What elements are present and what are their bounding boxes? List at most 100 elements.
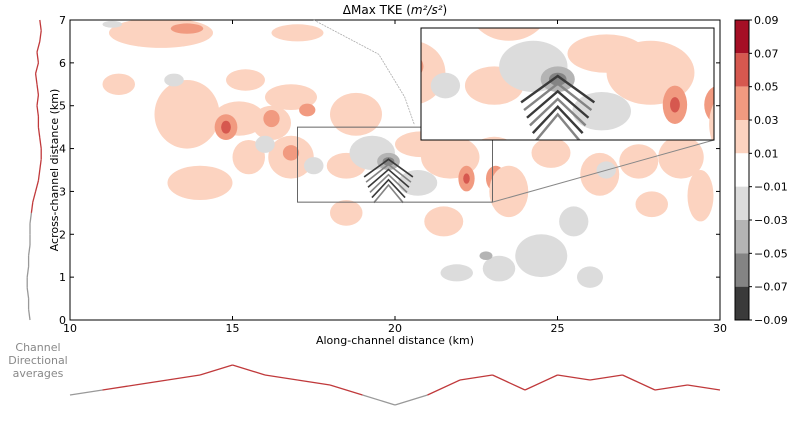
inset-chevron-arm (534, 112, 581, 140)
main-blob (109, 20, 213, 48)
along-average-segment (102, 384, 136, 391)
y-tick-label: 5 (59, 100, 66, 113)
colorbar-label: −0.03 (754, 214, 788, 227)
main-chevron-arm (367, 168, 410, 188)
along-average-segment (459, 374, 493, 381)
main-blob (489, 165, 529, 218)
y-tick-label: 0 (59, 314, 66, 327)
averages-caption: Channel Directional averages (2, 341, 74, 380)
colorbar-swatch (735, 86, 749, 120)
across-average-segment (37, 169, 41, 181)
main-chevron-arm (371, 178, 406, 199)
across-average-segment (29, 212, 33, 224)
across-average-segment (34, 180, 40, 192)
across-average-segment (27, 309, 31, 321)
main-blob (167, 165, 233, 200)
along-average-segment (264, 374, 298, 381)
main-blob (531, 137, 571, 168)
x-tick-label: 20 (388, 322, 402, 335)
y-tick-label: 4 (59, 143, 66, 156)
main-blob (221, 120, 231, 134)
chart-title: ΔMax TKE (m²/s²) (343, 3, 447, 17)
caption-line-2: Directional (8, 354, 68, 367)
main-blob (635, 191, 668, 218)
along-average-segment (687, 384, 721, 391)
main-blob (687, 170, 714, 222)
main-blob (482, 255, 516, 282)
main-blob (164, 73, 184, 87)
main-blob (265, 84, 317, 111)
along-average-segment (492, 374, 526, 391)
colorbar-label: −0.09 (754, 314, 788, 327)
along-average-segment (199, 364, 233, 376)
inset-zoom (420, 27, 715, 141)
inset-field (421, 28, 714, 140)
along-average-segment (524, 374, 558, 391)
across-average-segment (37, 127, 41, 138)
main-blob (282, 145, 300, 161)
across-average-segment (30, 202, 34, 213)
along-average-segment (69, 389, 103, 396)
colorbar-label: 0.07 (754, 47, 779, 60)
main-blob (102, 20, 122, 28)
along-average-segment (362, 394, 396, 406)
caption-line-1: Channel (15, 341, 61, 354)
main-blob (559, 206, 589, 237)
along-average-segment (134, 379, 168, 386)
along-average-segment (329, 384, 363, 396)
main-chevron-arm (365, 163, 412, 183)
main-blob (424, 206, 464, 237)
inset-blob (670, 97, 680, 113)
colorbar-swatch (735, 53, 749, 87)
main-blob (255, 135, 275, 153)
x-tick-label: 25 (551, 322, 565, 335)
caption-line-3: averages (12, 367, 64, 380)
across-average-segment (27, 244, 31, 256)
x-axis-label: Along-channel distance (km) (316, 334, 474, 347)
main-blob (463, 173, 470, 184)
colorbar-label: 0.01 (754, 147, 779, 160)
along-average-segment (167, 374, 201, 381)
y-tick-label: 7 (59, 14, 66, 27)
zoom-connector (492, 139, 715, 203)
along-average-segment (394, 394, 428, 406)
along-average-segment (589, 374, 623, 381)
main-blob (102, 73, 135, 95)
along-average-segment (557, 374, 591, 381)
along-average-segment (232, 364, 266, 376)
main-blob (577, 266, 603, 288)
across-average-segment (39, 30, 42, 42)
inset-blob (572, 92, 631, 131)
main-blob (440, 264, 473, 282)
inset-chevron-arm (526, 89, 590, 119)
x-tick-label: 10 (63, 322, 77, 335)
across-average-segment (36, 105, 40, 117)
across-average-segment (32, 191, 37, 203)
colorbar-swatch (735, 120, 749, 154)
main-blob (170, 23, 204, 34)
inset-blob (480, 136, 508, 140)
main-blob (330, 92, 382, 136)
main-blob (263, 110, 280, 128)
inset-chevron-arm (531, 104, 584, 134)
inset-blob (709, 102, 714, 140)
across-average-segment (36, 41, 41, 53)
colorbar-label: 0.09 (754, 14, 779, 27)
main-blob (154, 80, 220, 149)
inset-frame (420, 27, 715, 141)
along-channel-average-line (69, 364, 721, 406)
across-average-segment (26, 287, 30, 299)
across-average-segment (39, 137, 42, 149)
main-chevron-arm (373, 183, 404, 204)
colorbar-label: −0.05 (754, 247, 788, 260)
main-blob (479, 251, 493, 260)
across-average-segment (36, 84, 40, 96)
inset-blob (477, 28, 541, 41)
main-blob (330, 200, 363, 226)
colorbar-swatch (735, 286, 749, 320)
main-chevron-arm (369, 173, 408, 193)
colorbar: 0.09 0.07 0.05 0.03 0.01 −0.01 −0.03 −0.05 −0.07… (734, 14, 788, 327)
colorbar-label: 0.05 (754, 81, 779, 94)
across-average-segment (39, 159, 42, 171)
across-average-segment (34, 62, 40, 74)
